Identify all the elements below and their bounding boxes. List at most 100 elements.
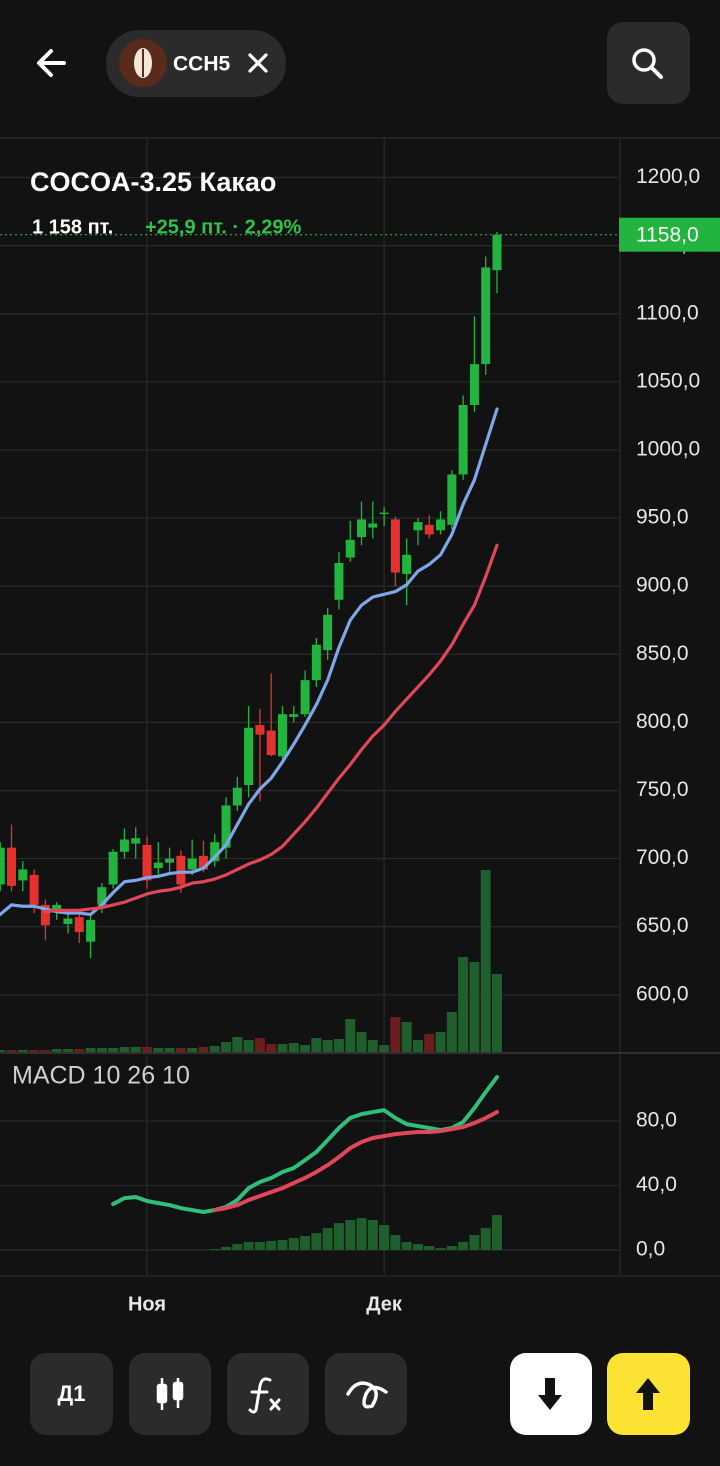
volume-bar — [333, 1039, 344, 1052]
macd-histogram-bar — [221, 1246, 232, 1251]
volume-bar — [6, 1050, 17, 1052]
volume-bar — [356, 1032, 367, 1052]
volume-bar — [367, 1040, 378, 1052]
candle-body — [413, 522, 423, 531]
moving-average-line — [0, 407, 499, 917]
candle-body — [458, 404, 468, 475]
period-button[interactable] — [30, 1353, 113, 1435]
macd-histogram-bar — [243, 1241, 254, 1251]
ticker: CCH5 — [173, 53, 230, 76]
candle-body — [142, 844, 152, 881]
volume-bar — [379, 1045, 390, 1052]
candle-icon — [156, 1378, 184, 1410]
volume-bar — [401, 1022, 412, 1052]
candle-body — [334, 562, 344, 600]
sell-arrow-icon — [538, 1378, 562, 1410]
candle-body — [86, 919, 96, 942]
candle-body — [266, 730, 276, 756]
candle-body — [108, 851, 118, 885]
macd-histogram-bar — [480, 1228, 491, 1251]
volume-bar — [209, 1046, 220, 1052]
indicators-button[interactable] — [227, 1353, 309, 1435]
back-button[interactable] — [22, 33, 82, 93]
volume-bar — [40, 1050, 51, 1052]
macd-histogram-bar — [311, 1233, 322, 1251]
buy-arrow-icon — [636, 1378, 660, 1410]
macd-histogram-bar — [401, 1241, 412, 1251]
volume-bar — [243, 1040, 254, 1052]
candle-body — [492, 234, 502, 271]
volume-bar — [266, 1044, 277, 1052]
macd-histogram-bar — [367, 1220, 378, 1251]
macd-histogram-bar — [446, 1245, 457, 1251]
volume-bar — [164, 1048, 175, 1052]
macd-histogram-bar — [379, 1225, 390, 1251]
y-tick-label: 1000,0 — [636, 437, 700, 460]
macd-histogram-bar — [491, 1215, 502, 1251]
candle-body — [368, 523, 378, 528]
macd-line — [111, 1075, 499, 1214]
candle-body — [198, 855, 208, 870]
candle-body — [300, 680, 310, 715]
last-price-text: 1 158 пт. — [32, 216, 113, 238]
y-tick-label: 700,0 — [636, 846, 689, 869]
volume-bar — [108, 1048, 119, 1052]
macd-histogram-bar — [288, 1238, 299, 1251]
volume-bar — [85, 1048, 96, 1052]
volume-bar — [29, 1050, 40, 1052]
volume-bar — [254, 1038, 265, 1052]
macd-histogram-bar — [322, 1228, 333, 1251]
candle-body — [481, 267, 491, 365]
search-icon-handle — [649, 65, 663, 79]
chart-type-button[interactable] — [129, 1353, 211, 1435]
macd-histogram-bar — [435, 1248, 446, 1251]
candle-body — [436, 519, 446, 531]
volume-bar — [130, 1047, 141, 1052]
volume-bar — [232, 1037, 243, 1052]
macd-histogram-bar — [458, 1241, 469, 1251]
candle-body — [311, 644, 321, 681]
macd-histogram-bar — [277, 1240, 288, 1251]
macd-histogram-bar — [356, 1218, 367, 1251]
volume-bar — [458, 957, 469, 1052]
macd-histogram-bar — [300, 1235, 311, 1251]
macd-histogram-bar — [232, 1244, 243, 1251]
macd-histogram-bar — [424, 1245, 435, 1251]
y-tick-label: 950,0 — [636, 506, 689, 529]
candle-body — [244, 727, 254, 786]
macd-histogram-bar — [345, 1220, 356, 1251]
candle-body — [345, 539, 355, 558]
y-tick-label: 1200,0 — [636, 165, 700, 188]
candle-body — [232, 787, 242, 806]
macd-layer — [111, 1075, 502, 1251]
volume-bar — [480, 870, 491, 1052]
candle-body — [469, 364, 479, 405]
candle-body — [74, 917, 84, 933]
candle-body — [277, 714, 287, 757]
volume-bar — [424, 1034, 435, 1052]
search-icon — [632, 48, 656, 72]
candle-body — [402, 554, 412, 574]
toolbar: Д1 — [30, 1353, 690, 1435]
volume-bar — [187, 1048, 198, 1052]
candle-body — [131, 838, 141, 844]
volume-bar — [96, 1048, 107, 1052]
volume-layer — [0, 870, 502, 1052]
ticker-chip[interactable]: CCH5 — [106, 30, 286, 97]
macd-histogram-bar — [333, 1223, 344, 1251]
macd-histogram-bar — [412, 1244, 423, 1251]
search-button[interactable] — [607, 22, 690, 104]
candle-body — [52, 904, 62, 912]
back-arrow-icon — [37, 49, 66, 77]
y-tick-label: 650,0 — [636, 914, 689, 937]
macd-y-tick-label: 80,0 — [636, 1109, 677, 1132]
close-chip-icon[interactable] — [248, 53, 268, 73]
candle-body — [424, 524, 434, 535]
search-button-bg[interactable] — [607, 22, 690, 104]
last-price-tag — [619, 217, 720, 252]
candle-body — [153, 862, 163, 869]
moving-average-line — [43, 543, 499, 914]
macd-label: MACD 10 26 10 — [12, 1062, 190, 1090]
candle-body — [379, 512, 389, 515]
macd-y-tick-label: 0,0 — [636, 1238, 665, 1261]
